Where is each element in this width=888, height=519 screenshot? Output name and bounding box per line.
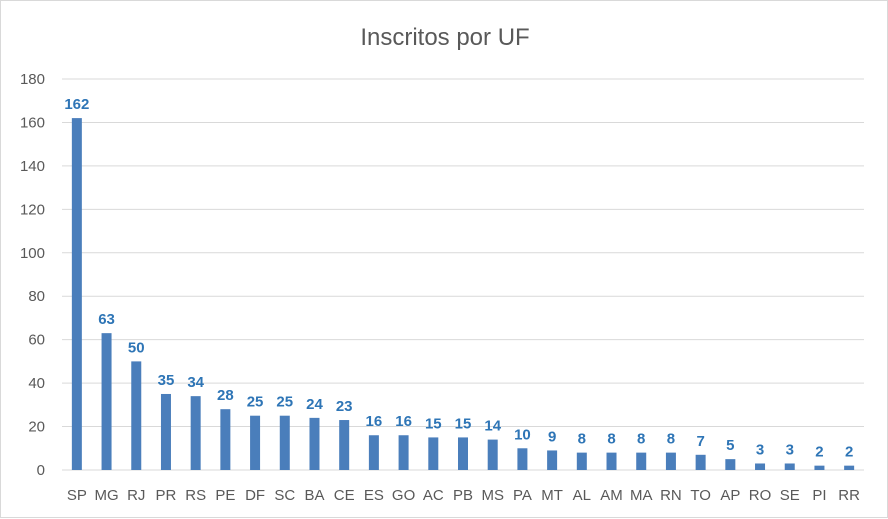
data-label-mg: 63 [98, 311, 115, 328]
x-tick-label-ba: BA [304, 487, 324, 504]
x-tick-label-to: TO [690, 487, 711, 504]
data-label-rs: 34 [187, 374, 204, 391]
data-label-pe: 28 [217, 387, 234, 404]
data-label-ma: 8 [637, 431, 645, 448]
x-tick-label-rn: RN [660, 487, 682, 504]
y-tick-label: 160 [20, 114, 45, 131]
x-tick-label-mg: MG [94, 487, 118, 504]
x-tick-label-es: ES [364, 487, 384, 504]
data-label-es: 16 [366, 413, 383, 430]
x-tick-label-ap: AP [720, 487, 740, 504]
bar-pi [814, 465, 825, 470]
bar-pr [160, 393, 171, 470]
y-tick-label: 80 [28, 288, 45, 305]
x-tick-label-pa: PA [513, 487, 532, 504]
x-tick-label-ms: MS [481, 487, 504, 504]
data-label-ro: 3 [756, 441, 764, 458]
x-tick-label-sc: SC [274, 487, 295, 504]
bar-ap [725, 459, 736, 470]
y-axis-ticks: 0 20 40 60 80 100 120 140 160 180 [20, 71, 45, 479]
bar-df [250, 415, 261, 470]
x-tick-label-se: SE [780, 487, 800, 504]
bar-sp [71, 118, 82, 470]
gridlines [62, 78, 864, 471]
x-tick-label-ac: AC [423, 487, 444, 504]
y-tick-label: 120 [20, 201, 45, 218]
bar-al [576, 452, 587, 470]
data-label-rn: 8 [667, 431, 675, 448]
bar-to [695, 454, 706, 470]
bar-go [398, 435, 409, 470]
x-tick-label-pi: PI [812, 487, 826, 504]
bar-es [368, 435, 379, 470]
data-label-ac: 15 [425, 415, 442, 432]
bar-am [606, 452, 617, 470]
bar-se [784, 463, 795, 470]
chart-title: Inscritos por UF [360, 24, 529, 51]
x-tick-label-ma: MA [630, 487, 653, 504]
y-tick-label: 140 [20, 158, 45, 175]
x-tick-label-go: GO [392, 487, 415, 504]
bar-rs [190, 396, 201, 470]
y-tick-label: 0 [37, 462, 45, 479]
bar-ac [428, 437, 439, 470]
x-tick-label-rs: RS [185, 487, 206, 504]
x-axis-ticks: SP MG RJ PR RS PE DF SC BA CE ES GO AC PB MS PA MT AL AM MA… [67, 487, 860, 504]
x-tick-label-ce: CE [334, 487, 355, 504]
data-label-am: 8 [607, 431, 615, 448]
x-tick-label-al: AL [573, 487, 591, 504]
data-label-ms: 14 [484, 418, 501, 435]
y-tick-label: 60 [28, 332, 45, 349]
data-label-rj: 50 [128, 339, 145, 356]
data-label-pb: 15 [455, 415, 472, 432]
bar-pb [458, 437, 468, 470]
x-tick-label-rj: RJ [127, 487, 145, 504]
x-tick-label-pr: PR [156, 487, 177, 504]
bar-ro [755, 463, 766, 470]
y-tick-label: 180 [20, 71, 45, 88]
x-tick-label-mt: MT [541, 487, 563, 504]
data-label-se: 3 [786, 441, 794, 458]
data-label-to: 7 [696, 433, 704, 450]
x-tick-label-rr: RR [838, 487, 860, 504]
data-label-pi: 2 [815, 444, 823, 461]
bar-mg [101, 333, 112, 470]
x-tick-label-df: DF [245, 487, 265, 504]
data-label-go: 16 [395, 413, 412, 430]
bar-rr [844, 465, 855, 470]
data-label-mt: 9 [548, 428, 556, 445]
bar-mt [547, 450, 558, 470]
bar-rj [131, 361, 142, 470]
x-tick-label-pb: PB [453, 487, 473, 504]
y-tick-label: 20 [28, 419, 45, 436]
bar-pa [517, 448, 528, 470]
bar-pe [220, 409, 231, 470]
data-label-ba: 24 [306, 396, 323, 413]
data-label-ap: 5 [726, 437, 734, 454]
data-label-ce: 23 [336, 398, 353, 415]
x-tick-label-sp: SP [67, 487, 87, 504]
x-tick-label-ro: RO [749, 487, 772, 504]
bar-sc [279, 415, 290, 470]
data-label-sc: 25 [276, 394, 293, 411]
data-label-pr: 35 [158, 372, 175, 389]
data-label-df: 25 [247, 394, 264, 411]
data-label-rr: 2 [845, 444, 853, 461]
bars [71, 118, 855, 470]
bar-ms [487, 439, 498, 470]
bar-ce [339, 420, 350, 470]
bar-ma [636, 452, 647, 470]
bar-rn [665, 452, 676, 470]
data-label-sp: 162 [64, 96, 89, 113]
bar-ba [309, 417, 320, 470]
data-label-pa: 10 [514, 426, 531, 443]
data-label-al: 8 [578, 431, 586, 448]
y-tick-label: 100 [20, 245, 45, 262]
y-tick-label: 40 [28, 375, 45, 392]
x-tick-label-am: AM [600, 487, 623, 504]
x-tick-label-pe: PE [215, 487, 235, 504]
